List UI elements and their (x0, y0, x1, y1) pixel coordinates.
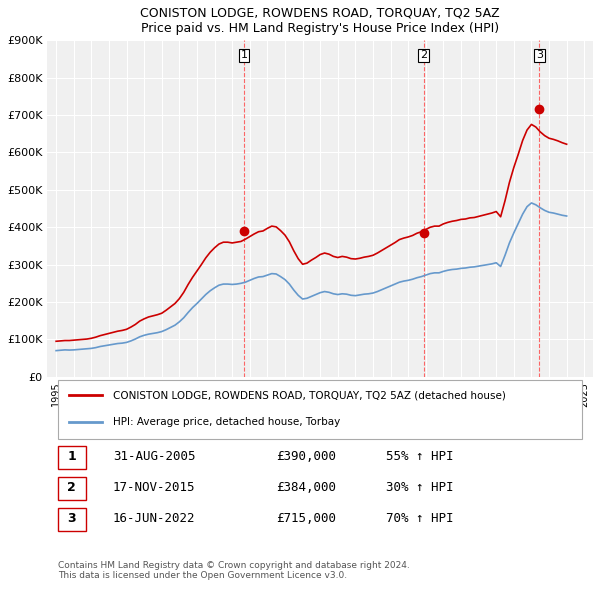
Text: £715,000: £715,000 (277, 512, 337, 525)
FancyBboxPatch shape (58, 477, 86, 500)
Text: 1: 1 (241, 50, 247, 60)
Text: 55% ↑ HPI: 55% ↑ HPI (386, 450, 453, 463)
Text: £384,000: £384,000 (277, 481, 337, 494)
FancyBboxPatch shape (58, 508, 86, 531)
Text: 2: 2 (420, 50, 427, 60)
Text: 1: 1 (67, 450, 76, 463)
Text: 3: 3 (68, 512, 76, 525)
Text: HPI: Average price, detached house, Torbay: HPI: Average price, detached house, Torb… (113, 417, 340, 427)
Text: 2: 2 (67, 481, 76, 494)
FancyBboxPatch shape (58, 380, 582, 439)
Text: 30% ↑ HPI: 30% ↑ HPI (386, 481, 453, 494)
Title: CONISTON LODGE, ROWDENS ROAD, TORQUAY, TQ2 5AZ
Price paid vs. HM Land Registry's: CONISTON LODGE, ROWDENS ROAD, TORQUAY, T… (140, 7, 500, 35)
Text: 17-NOV-2015: 17-NOV-2015 (113, 481, 195, 494)
Text: 70% ↑ HPI: 70% ↑ HPI (386, 512, 453, 525)
Text: 16-JUN-2022: 16-JUN-2022 (113, 512, 195, 525)
Text: 3: 3 (536, 50, 543, 60)
FancyBboxPatch shape (58, 446, 86, 468)
Text: Contains HM Land Registry data © Crown copyright and database right 2024.
This d: Contains HM Land Registry data © Crown c… (58, 561, 410, 580)
Text: £390,000: £390,000 (277, 450, 337, 463)
Text: CONISTON LODGE, ROWDENS ROAD, TORQUAY, TQ2 5AZ (detached house): CONISTON LODGE, ROWDENS ROAD, TORQUAY, T… (113, 390, 506, 400)
Text: 31-AUG-2005: 31-AUG-2005 (113, 450, 195, 463)
